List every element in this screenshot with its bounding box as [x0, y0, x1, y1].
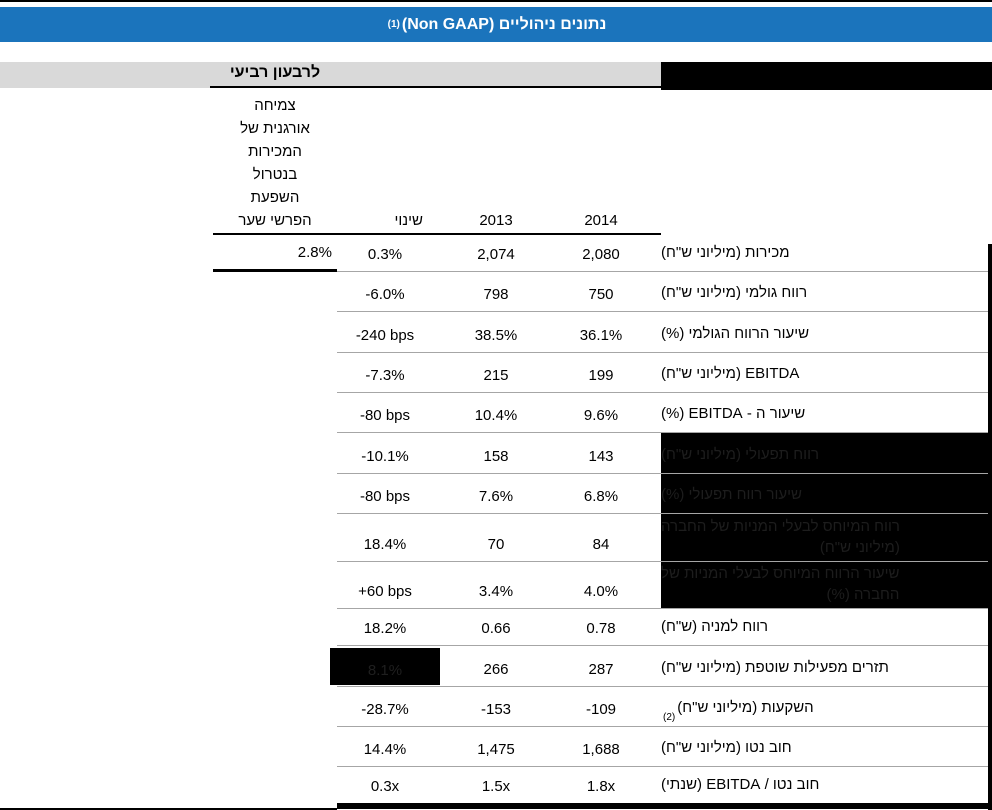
financial-table: 2.8% 0.3% 2,074 2,080 מכירות (מיליוני ש"… — [0, 236, 992, 803]
value-2013: 7.6% — [433, 474, 559, 514]
metric-label: תזרים מפעילות שוטפת (מיליוני ש"ח) — [661, 646, 992, 687]
value-change: +60 bps — [337, 562, 433, 609]
table-row-operating-profit-redacted: -10.1% 158 143 רווח תפעולי (מיליוני ש"ח) — [0, 433, 992, 474]
metric-label-redacted: שיעור רווח תפעולי (%) — [661, 474, 992, 514]
value-2013: 38.5% — [433, 312, 559, 353]
value-2014: 36.1% — [559, 312, 643, 353]
table-row-ebitda: -7.3% 215 199 EBITDA (מיליוני ש"ח) — [0, 353, 992, 393]
year-2014-header: 2014 — [584, 212, 618, 229]
table-row-ebitda-margin: -80 bps 10.4% 9.6% שיעור ה - EBITDA (%) — [0, 393, 992, 433]
value-change: 18.2% — [337, 609, 433, 646]
value-2013: 158 — [433, 433, 559, 474]
metric-label-redacted: רווח המיוחס לבעלי המניות של החברה (מיליו… — [661, 514, 992, 562]
value-2013: 3.4% — [433, 562, 559, 609]
value-2013: 70 — [433, 514, 559, 562]
value-2014: 6.8% — [559, 474, 643, 514]
fx-column-header: צמיחה אורגנית של המכירות בנטרול השפעת הפ… — [238, 97, 312, 229]
year-2013-header: 2013 — [479, 212, 513, 229]
table-row-shareholders-profit-redacted: 18.4% 70 84 רווח המיוחס לבעלי המניות של … — [0, 514, 992, 562]
metric-label-redacted: שיעור הרווח המיוחס לבעלי המניות של החברה… — [661, 562, 992, 609]
value-2014: 1.8x — [586, 778, 616, 795]
metric-label: שיעור ה - EBITDA (%) — [661, 393, 992, 433]
quarter-band — [0, 62, 661, 88]
table-bottom-border-thick — [337, 803, 992, 809]
value-2013: 1,475 — [433, 727, 559, 767]
table-row-operating-cash-flow: 266 287 תזרים מפעילות שוטפת (מיליוני ש"ח… — [0, 646, 992, 687]
value-2014: 84 — [559, 514, 643, 562]
value-2014: 2,080 — [559, 236, 643, 272]
value-change: -80 bps — [337, 393, 433, 433]
change-column-header: שינוי — [394, 212, 423, 229]
metric-label: EBITDA (מיליוני ש"ח) — [661, 353, 992, 393]
table-row-gross-profit: -6.0% 798 750 רווח גולמי (מיליוני ש"ח) — [0, 272, 992, 312]
metric-label: מכירות (מיליוני ש"ח) — [661, 236, 992, 272]
value-change: 14.4% — [337, 727, 433, 767]
metric-label: רווח למניה (ש"ח) — [661, 609, 992, 646]
value-change: -240 bps — [337, 312, 433, 353]
value-change: 0.3x — [370, 778, 400, 795]
value-change: -28.7% — [337, 687, 433, 727]
metric-label-text: השקעות (מיליוני ש"ח) — [677, 699, 814, 716]
table-right-border — [988, 244, 992, 810]
value-2014: 750 — [559, 272, 643, 312]
table-row-operating-margin-redacted: -80 bps 7.6% 6.8% שיעור רווח תפעולי (%) — [0, 474, 992, 514]
table-row-net-debt: 14.4% 1,475 1,688 חוב נטו (מיליוני ש"ח) — [0, 727, 992, 767]
value-change: 0.3% — [337, 236, 433, 272]
metric-label: שיעור הרווח הגולמי (%) — [661, 312, 992, 353]
value-change-redacted: 8.1% — [330, 648, 440, 685]
metric-label-redacted: רווח תפעולי (מיליוני ש"ח) — [661, 433, 992, 474]
value-2014: -109 — [559, 687, 643, 727]
value-2013: 1.5x — [481, 778, 511, 795]
table-row-shareholders-margin-redacted: +60 bps 3.4% 4.0% שיעור הרווח המיוחס לבע… — [0, 562, 992, 609]
value-2013: 215 — [433, 353, 559, 393]
value-2013: 10.4% — [433, 393, 559, 433]
quarter-band-underline — [210, 86, 661, 88]
metric-label: חוב נטו (מיליוני ש"ח) — [661, 727, 992, 767]
header-underline — [213, 233, 661, 235]
value-2014: 9.6% — [559, 393, 643, 433]
value-2014: 287 — [559, 646, 643, 687]
value-fx-change: 2.8% — [213, 236, 337, 272]
value-change: -10.1% — [337, 433, 433, 474]
value-2013: 2,074 — [433, 236, 559, 272]
table-row-investments: -28.7% -153 -109 השקעות (מיליוני ש"ח) (2) — [0, 687, 992, 727]
value-change: 18.4% — [337, 514, 433, 562]
value-2013: 0.66 — [433, 609, 559, 646]
value-2014: 1,688 — [559, 727, 643, 767]
table-bottom-border-thin — [0, 808, 337, 810]
page-title: נתונים ניהוליים (Non GAAP) — [401, 15, 607, 33]
table-row-gross-margin: -240 bps 38.5% 36.1% שיעור הרווח הגולמי … — [0, 312, 992, 353]
value-2013: 266 — [433, 646, 559, 687]
value-2013: 798 — [433, 272, 559, 312]
quarter-band-label: לרבעון רביעי — [229, 64, 321, 81]
metric-label: רווח גולמי (מיליוני ש"ח) — [661, 272, 992, 312]
value-2013: -153 — [433, 687, 559, 727]
value-change: -6.0% — [337, 272, 433, 312]
metric-label: חוב נטו / EBITDA (שנתי) — [661, 776, 820, 793]
top-rule — [0, 0, 992, 2]
page-title-banner: נתונים ניהוליים (Non GAAP) (1) — [0, 7, 992, 42]
column-headers: צמיחה אורגנית של המכירות בנטרול השפעת הפ… — [0, 94, 992, 232]
table-row-sales: 2.8% 0.3% 2,074 2,080 מכירות (מיליוני ש"… — [0, 236, 992, 272]
redacted-band-right — [661, 62, 992, 90]
value-2014: 0.78 — [559, 609, 643, 646]
value-2014: 4.0% — [559, 562, 643, 609]
value-change: -7.3% — [337, 353, 433, 393]
metric-label: השקעות (מיליוני ש"ח) (2) — [661, 687, 992, 727]
value-change: -80 bps — [337, 474, 433, 514]
table-row-eps: 18.2% 0.66 0.78 רווח למניה (ש"ח) — [0, 609, 992, 646]
value-2014: 143 — [559, 433, 643, 474]
table-row-net-debt-to-ebitda: 0.3x 1.5x 1.8x חוב נטו / EBITDA (שנתי) — [0, 767, 992, 803]
value-2014: 199 — [559, 353, 643, 393]
